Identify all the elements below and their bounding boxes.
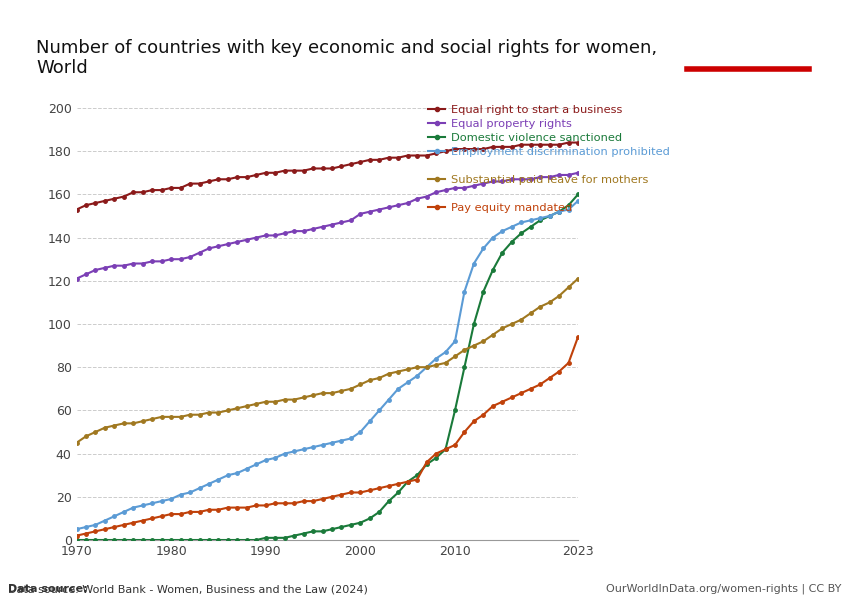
Text: Data source:: Data source:	[8, 584, 92, 594]
Text: OurWorldInData.org/women-rights | CC BY: OurWorldInData.org/women-rights | CC BY	[606, 583, 842, 594]
Legend: Equal right to start a business, Equal property rights, Domestic violence sancti: Equal right to start a business, Equal p…	[428, 105, 670, 213]
Text: Data source: World Bank - Women, Business and the Law (2024): Data source: World Bank - Women, Busines…	[8, 584, 368, 594]
Text: Our World: Our World	[718, 28, 778, 38]
Text: Number of countries with key economic and social rights for women,
World: Number of countries with key economic an…	[37, 38, 658, 77]
Text: in Data: in Data	[727, 49, 769, 59]
